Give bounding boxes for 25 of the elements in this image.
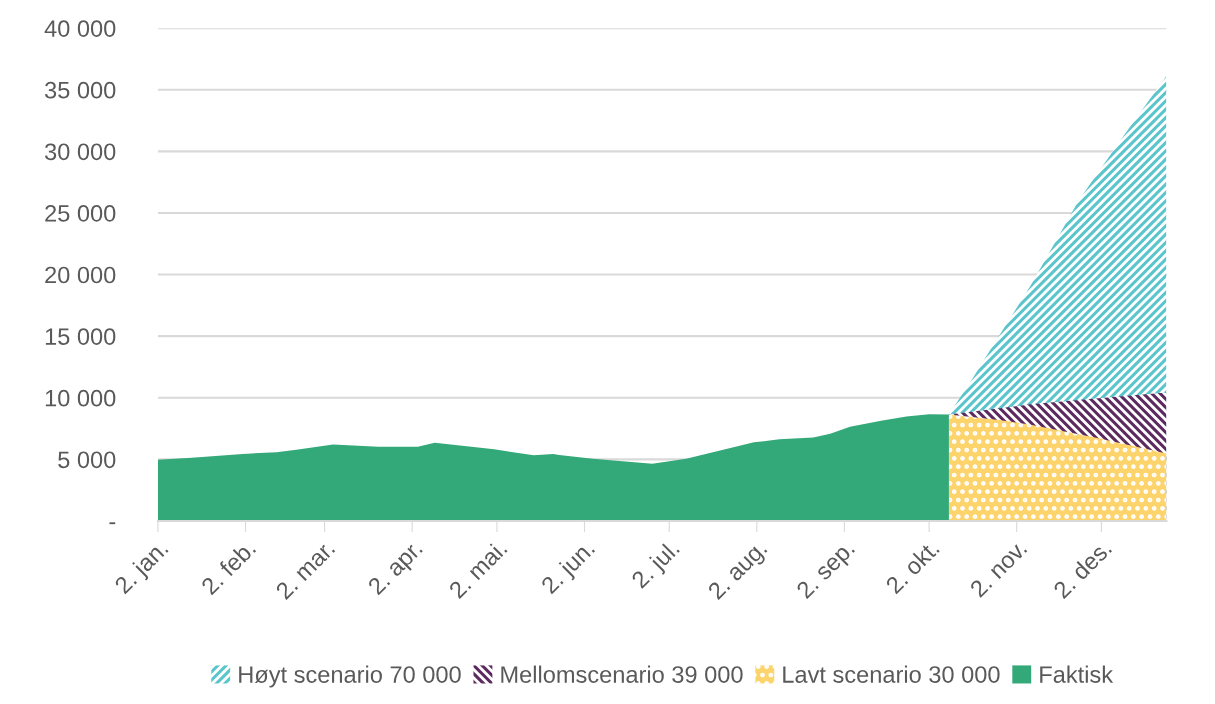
legend-label: Lavt scenario 30 000 bbox=[783, 665, 1000, 683]
legend-label: Mellomscenario 39 000 bbox=[501, 665, 743, 683]
x-tick-label: 2. feb. bbox=[199, 539, 257, 596]
legend-label: Faktisk bbox=[1040, 665, 1114, 683]
y-tick-label: 20 000 bbox=[45, 266, 116, 284]
x-tick-label: 2. nov. bbox=[969, 539, 1028, 598]
y-tick-label: 5 000 bbox=[58, 451, 116, 469]
y-tick-label: 30 000 bbox=[44, 143, 116, 161]
x-tick-label: 2. mai. bbox=[447, 539, 508, 600]
y-tick-label: 35 000 bbox=[44, 81, 116, 99]
y-tick-label: 10 000 bbox=[45, 389, 116, 407]
y-tick-label: 40 000 bbox=[44, 20, 116, 37]
y-tick-label: 15 000 bbox=[45, 328, 116, 345]
x-tick-label: 2. aug. bbox=[707, 539, 771, 604]
x-tick-label: 2. sep. bbox=[795, 539, 859, 603]
x-tick-label: 2. okt. bbox=[884, 539, 940, 595]
y-tick-label: 25 000 bbox=[45, 205, 116, 222]
x-tick-label: 2. jun. bbox=[539, 539, 599, 598]
x-tick-label: 2. des. bbox=[1052, 539, 1113, 600]
x-tick-label: 2. jan. bbox=[113, 539, 172, 598]
x-tick-label: 2. apr. bbox=[367, 539, 427, 599]
legend-label: Høyt scenario 70 000 bbox=[239, 665, 461, 688]
x-tick-label: 2. mar. bbox=[274, 539, 336, 601]
x-tick-label: 2. jul. bbox=[630, 539, 684, 593]
y-tick-label: - bbox=[109, 522, 116, 525]
